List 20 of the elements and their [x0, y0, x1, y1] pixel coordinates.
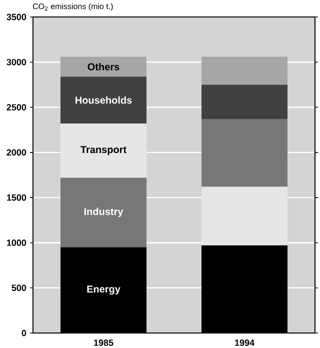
y-tick-label: 2500: [6, 104, 26, 110]
bar: [201, 56, 288, 85]
y-tick-label: 0: [22, 330, 26, 336]
series-label: Others: [88, 62, 120, 70]
y-tick-label: 3500: [6, 14, 26, 20]
x-tick-label: 1985: [94, 340, 114, 346]
y-tick-label: 1500: [7, 194, 26, 201]
y-tick-label: 2000: [6, 149, 26, 156]
y-tick-label: 1000: [7, 240, 26, 246]
y-tick-label: 3000: [6, 58, 26, 66]
series-label: Transport: [80, 146, 126, 156]
bar: [60, 76, 146, 124]
x-tick-label: 1994: [235, 340, 254, 346]
bar: [201, 84, 288, 120]
series-label: Households: [76, 96, 132, 104]
series-label: Energy: [87, 286, 120, 295]
y-tick-label: 500: [12, 284, 26, 292]
series-label: Industry: [84, 208, 124, 218]
bar: [60, 56, 146, 77]
y-axis-title: CO$_{2}$ emissions (mio t.): [32, 3, 113, 11]
